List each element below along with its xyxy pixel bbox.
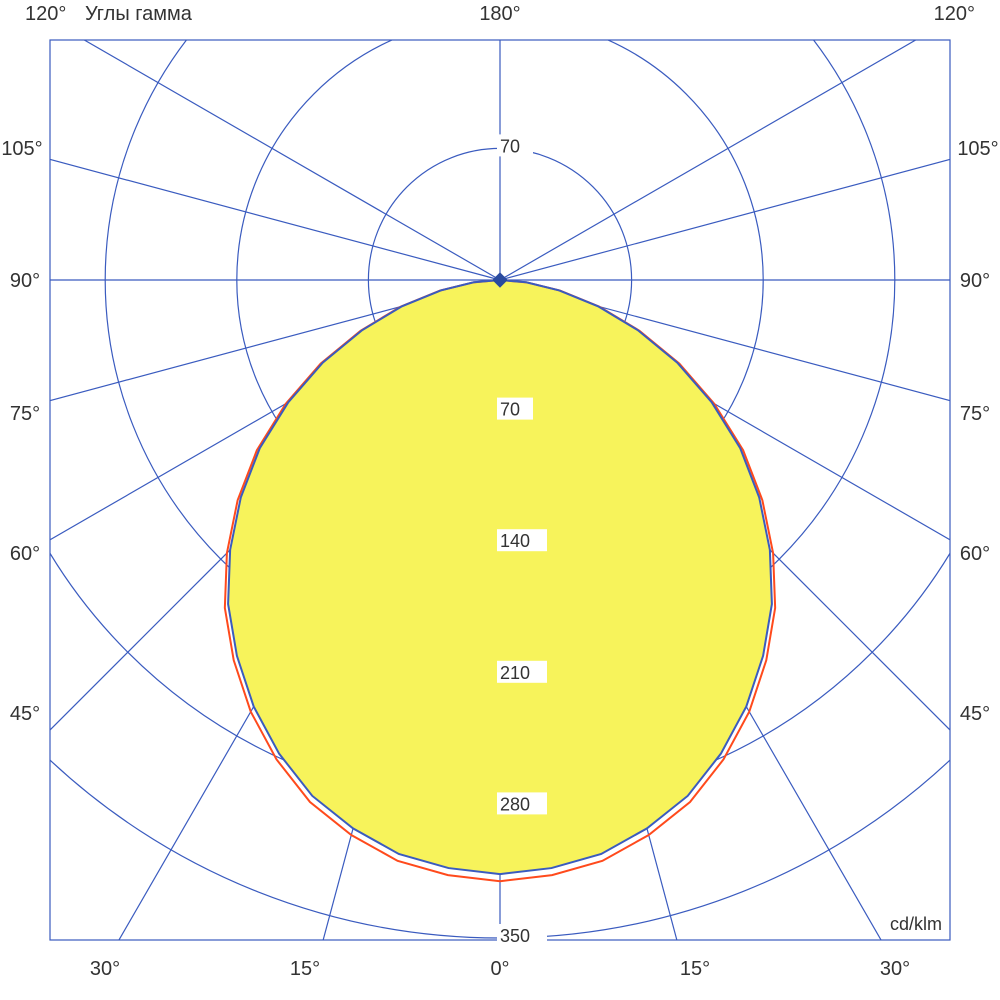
angle-label: 15° [290, 958, 320, 980]
radial-tick-label: 350 [500, 926, 530, 946]
angle-label: 0° [490, 958, 509, 980]
radial-tick-label: 280 [500, 794, 530, 814]
angle-label: 45° [10, 703, 40, 725]
angle-label: 105° [957, 138, 998, 160]
angle-label: 120° [934, 3, 975, 25]
polar-chart: 70 140 210 280 350 70 Углы гамма cd/klm 120° 180°… [0, 0, 1000, 1000]
angle-label: 15° [680, 958, 710, 980]
angle-label: 75° [960, 403, 990, 425]
radial-tick-label: 70 [500, 400, 520, 420]
angle-label: 30° [880, 958, 910, 980]
angle-label: 120° [25, 3, 66, 25]
radial-tick-label: 70 [500, 136, 520, 156]
angle-label: 75° [10, 403, 40, 425]
angle-label: 60° [10, 543, 40, 565]
angle-label: 180° [479, 3, 520, 25]
angle-label: 90° [960, 270, 990, 292]
angle-label: 105° [1, 138, 42, 160]
angle-label: 45° [960, 703, 990, 725]
chart-title: Углы гамма [85, 3, 193, 25]
unit-label: cd/klm [890, 914, 942, 934]
radial-tick-label: 140 [500, 531, 530, 551]
angle-label: 60° [960, 543, 990, 565]
radial-tick-label: 210 [500, 663, 530, 683]
angle-label: 90° [10, 270, 40, 292]
angle-label: 30° [90, 958, 120, 980]
